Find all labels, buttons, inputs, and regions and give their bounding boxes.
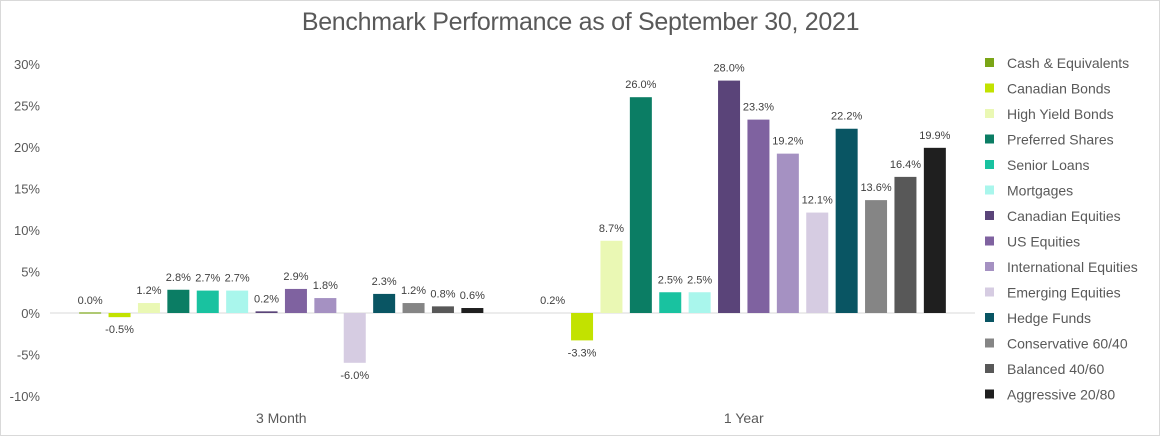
data-label: 8.7% [599, 223, 624, 235]
y-tick-label: -5% [17, 348, 41, 363]
data-label: 2.5% [658, 274, 683, 286]
bar [226, 290, 249, 313]
bar [108, 313, 131, 318]
y-tick-label: 10% [14, 223, 40, 238]
legend-label: International Equities [1007, 259, 1138, 275]
legend-label: Canadian Bonds [1007, 81, 1111, 97]
legend-label: Emerging Equities [1007, 285, 1121, 301]
legend-label: US Equities [1007, 234, 1080, 250]
bar [629, 97, 652, 313]
category-label: 3 Month [256, 410, 307, 426]
legend-swatch [985, 185, 994, 195]
bar [137, 303, 160, 313]
legend-swatch [985, 160, 994, 169]
bar [314, 298, 337, 313]
legend-label: Hedge Funds [1007, 310, 1091, 326]
data-label: 13.6% [860, 182, 891, 194]
legend-label: Canadian Equities [1007, 208, 1121, 224]
data-label: -0.5% [105, 324, 134, 336]
data-label: 1.2% [401, 285, 426, 297]
bar [688, 292, 711, 313]
data-label: 19.9% [919, 130, 950, 142]
bar [718, 80, 741, 313]
bar [79, 312, 102, 314]
data-label: 19.2% [772, 136, 803, 148]
bar [343, 313, 366, 363]
data-label: 26.0% [625, 79, 656, 91]
data-label: 1.8% [313, 280, 338, 292]
legend-swatch [985, 313, 994, 322]
y-tick-label: 15% [14, 182, 40, 197]
bar [659, 292, 682, 313]
bar [835, 128, 858, 313]
bar [747, 119, 770, 313]
data-label: 2.5% [687, 274, 712, 286]
bar [600, 240, 623, 313]
y-tick-label: 30% [14, 57, 40, 72]
data-label: 22.2% [831, 111, 862, 123]
y-tick-label: 0% [21, 306, 40, 321]
data-label: 2.8% [166, 272, 191, 284]
y-tick-label: 25% [14, 99, 40, 114]
bar [806, 212, 829, 313]
data-label: 2.7% [225, 273, 250, 285]
legend-label: High Yield Bonds [1007, 106, 1114, 122]
legend-swatch [985, 236, 994, 246]
bar [402, 303, 425, 313]
bar [196, 290, 219, 313]
bar [255, 311, 278, 313]
legend-swatch [985, 211, 994, 220]
bar [923, 147, 946, 313]
data-label: 2.9% [283, 271, 308, 283]
data-label: 12.1% [802, 195, 833, 207]
legend-swatch [985, 134, 994, 144]
data-label: 16.4% [890, 159, 921, 171]
legend-label: Conservative 60/40 [1007, 336, 1128, 352]
bar [167, 289, 190, 313]
data-label: 0.6% [460, 290, 485, 302]
legend-swatch [985, 109, 994, 118]
bar [373, 293, 396, 313]
legend-label: Mortgages [1007, 183, 1073, 199]
legend-label: Balanced 40/60 [1007, 361, 1105, 377]
data-label: 0.2% [540, 295, 565, 307]
legend-swatch [985, 83, 994, 93]
data-label: 23.3% [743, 102, 774, 114]
legend-swatch [985, 287, 994, 297]
data-label: 2.3% [372, 276, 397, 288]
chart-title: Benchmark Performance as of September 30… [301, 8, 860, 36]
data-label: 28.0% [713, 63, 744, 75]
legend-label: Aggressive 20/80 [1007, 387, 1115, 403]
data-label: 1.2% [136, 285, 161, 297]
bar [461, 308, 484, 313]
legend-swatch [985, 389, 994, 399]
data-label: 0.2% [254, 293, 279, 305]
legend-label: Preferred Shares [1007, 132, 1114, 148]
bar [894, 176, 917, 313]
data-label: 2.7% [195, 273, 220, 285]
y-tick-label: -10% [10, 389, 41, 404]
y-tick-label: 20% [14, 140, 40, 155]
category-label: 1 Year [724, 410, 764, 426]
legend-swatch [985, 338, 994, 348]
legend-label: Senior Loans [1007, 157, 1090, 173]
legend-swatch [985, 58, 994, 67]
bar [571, 313, 594, 341]
legend-swatch [985, 262, 994, 271]
data-label: 0.8% [430, 288, 455, 300]
bar [431, 306, 454, 313]
y-tick-label: 5% [21, 265, 40, 280]
bar [284, 288, 307, 313]
legend-swatch [985, 364, 994, 373]
data-label: -3.3% [568, 347, 597, 359]
bar [865, 200, 888, 313]
data-label: 0.0% [78, 295, 103, 307]
bar [776, 153, 799, 313]
data-label: -6.0% [340, 370, 369, 382]
legend-label: Cash & Equivalents [1007, 55, 1129, 71]
